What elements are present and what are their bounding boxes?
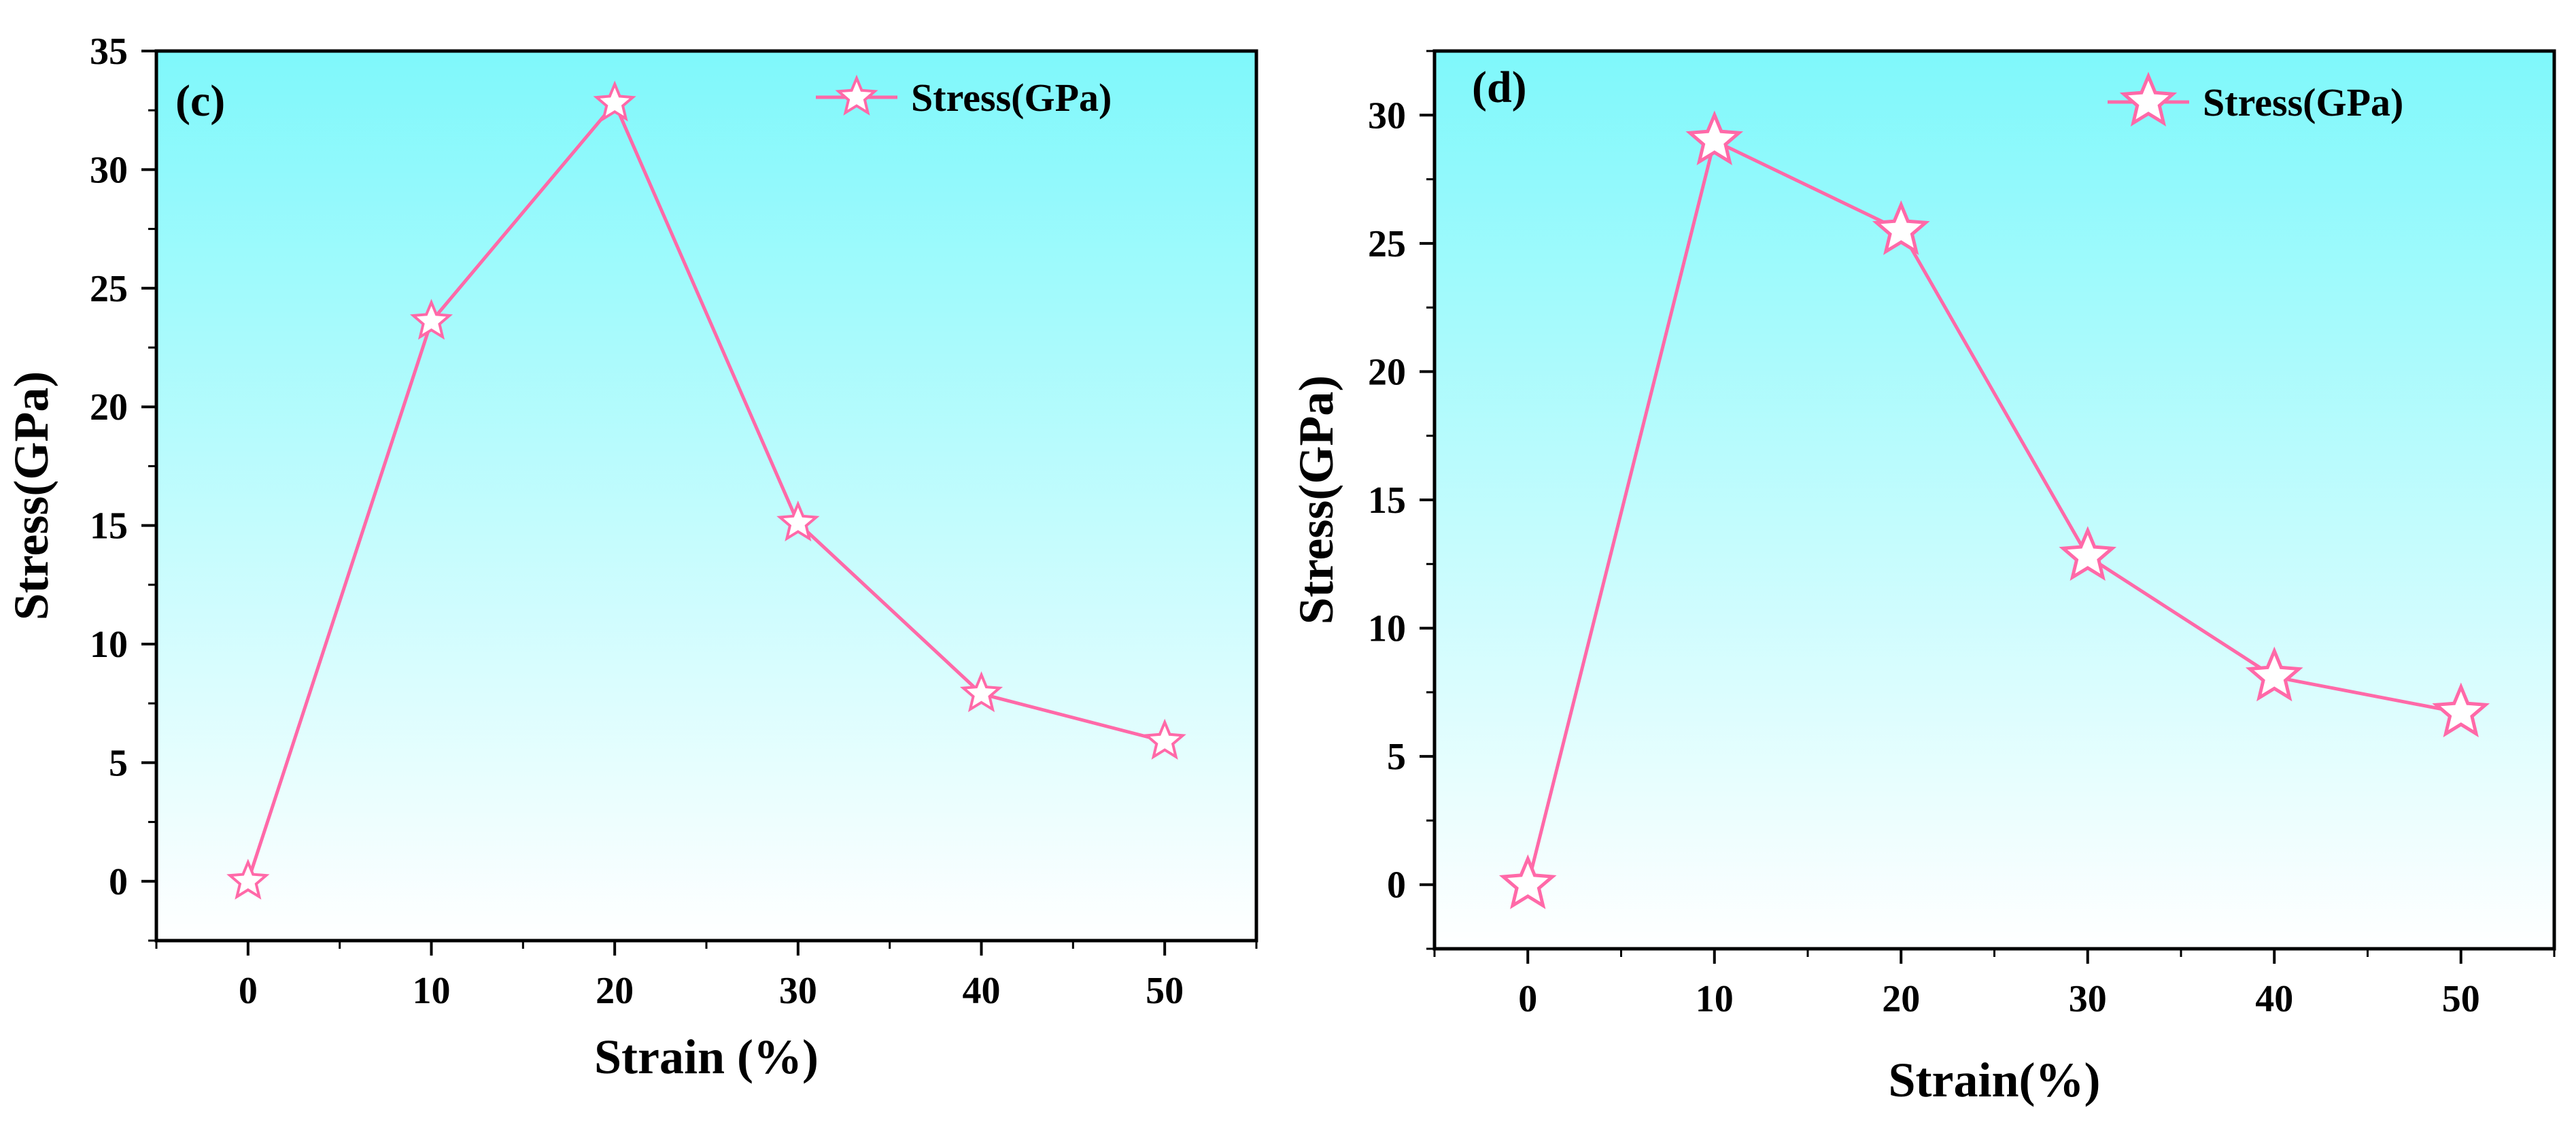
data-point-star (1143, 718, 1186, 760)
x-tick-label: 30 (2069, 978, 2107, 1020)
x-tick-label: 50 (1146, 970, 1184, 1012)
data-point-star (2245, 646, 2303, 702)
y-tick-label: 25 (90, 268, 128, 310)
plot-frame (1432, 49, 2556, 951)
x-tick-label: 40 (963, 970, 1001, 1012)
y-tick-label: 0 (1387, 864, 1406, 907)
y-axis-title: Stress(GPa) (4, 371, 58, 621)
x-tick-label: 20 (596, 970, 634, 1012)
x-tick-label: 30 (779, 970, 817, 1012)
y-tick-label: 10 (90, 624, 128, 666)
x-tick-label: 10 (413, 970, 451, 1012)
y-tick-label: 25 (1368, 223, 1406, 265)
x-axis-title: Strain (%) (594, 1030, 819, 1084)
y-tick-label: 20 (1368, 351, 1406, 393)
x-tick-label: 20 (1882, 978, 1920, 1020)
y-tick-label: 30 (1368, 95, 1406, 137)
data-point-star (226, 858, 270, 900)
panel-label: (c) (175, 76, 225, 126)
data-point-star (2059, 526, 2117, 581)
data-point-star (1498, 854, 1557, 909)
series-line (1526, 138, 2462, 886)
data-point-star (593, 80, 636, 122)
y-axis-title: Stress(GPa) (1289, 375, 1343, 625)
plot-background (1435, 51, 2554, 949)
x-tick-label: 10 (1696, 978, 1734, 1020)
x-tick-label: 0 (239, 970, 258, 1012)
legend-star-icon (2119, 71, 2178, 127)
y-tick-label: 35 (90, 31, 128, 73)
x-tick-label: 40 (2255, 978, 2293, 1020)
y-tick-label: 0 (109, 861, 128, 903)
y-tick-label: 15 (90, 505, 128, 547)
chart-panel-c: 0 5 10 15 20 25 30 35 0 10 20 30 40 50 Strain (%) Stres… (4, 31, 1258, 1084)
y-tick-label: 30 (90, 149, 128, 191)
chart-panel-d: 0 5 10 15 20 25 30 0 10 20 30 40 50 Strain(%) Stress(G… (1289, 49, 2556, 1107)
data-point-star (1685, 110, 1744, 165)
series-line (246, 100, 1165, 882)
x-axis-title: Strain(%) (1889, 1053, 2101, 1107)
y-tick-label: 20 (90, 386, 128, 428)
data-point-star (1872, 200, 1930, 255)
x-tick-label: 50 (2442, 978, 2480, 1020)
y-tick-label: 5 (1387, 736, 1406, 778)
data-point-star (409, 299, 453, 340)
legend-label: Stress(GPa) (911, 75, 1112, 120)
panel-label: (d) (1472, 63, 1527, 112)
plot-background (156, 51, 1256, 941)
y-tick-label: 10 (1368, 608, 1406, 650)
y-tick-label: 5 (109, 742, 128, 784)
data-point-star (2432, 682, 2490, 738)
x-tick-label: 0 (1518, 978, 1537, 1020)
data-point-star (776, 500, 820, 542)
y-tick-label: 15 (1368, 479, 1406, 522)
legend-label: Stress(GPa) (2203, 80, 2403, 124)
plot-frame (154, 49, 1258, 943)
data-point-star (959, 671, 1003, 713)
legend-star-icon (835, 74, 878, 116)
